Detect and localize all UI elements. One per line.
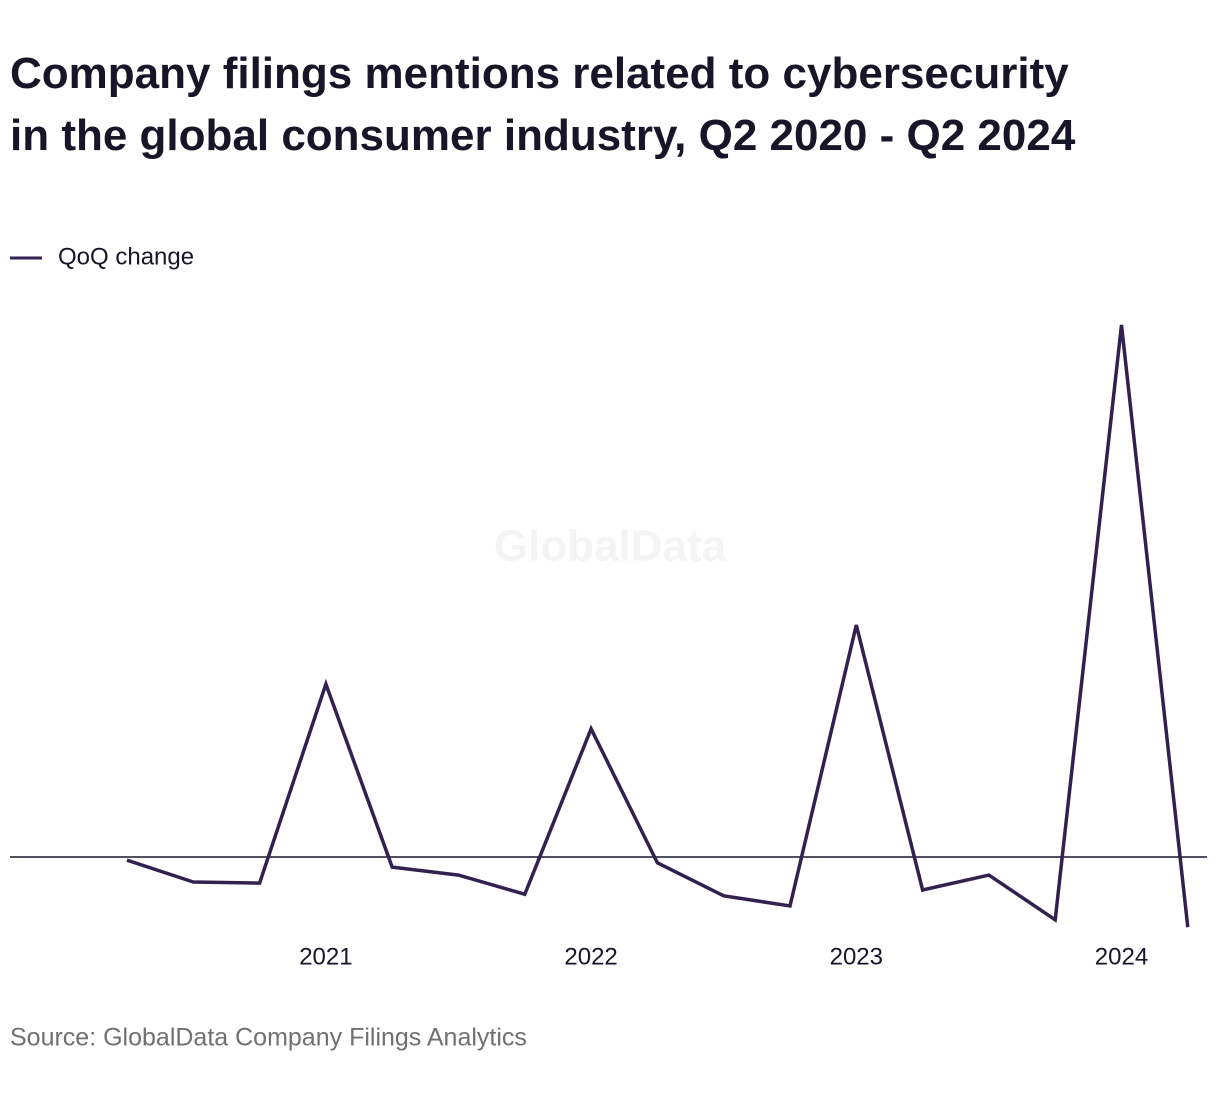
x-tick-label: 2023 [830,943,883,970]
source-note: Source: GlobalData Company Filings Analy… [10,1024,527,1052]
line-series [126,324,1190,928]
legend-label: QoQ change [58,243,194,270]
title-text-line2: in the global consumer industry, Q2 2020… [10,111,1076,160]
watermark: GlobalData [494,522,727,571]
chart-title: Company filings mentions related to cybe… [10,49,1076,160]
x-tick-label: 2021 [299,943,352,970]
x-tick-label: 2022 [564,943,617,970]
title-text: Company filings mentions related to cybe… [10,49,1069,98]
x-tick-label: 2024 [1095,943,1148,970]
